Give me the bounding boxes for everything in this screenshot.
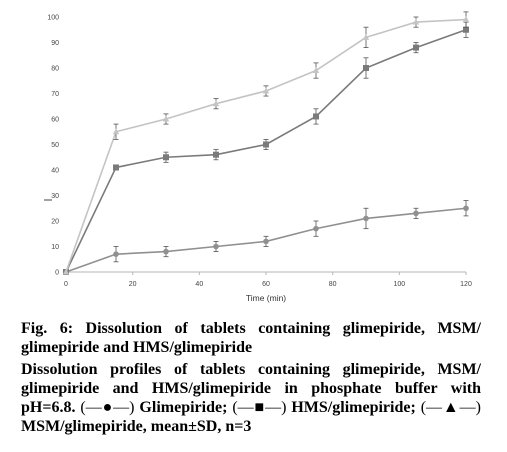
y-tick-label: 70 (51, 91, 59, 98)
glimepiride-point (363, 215, 369, 222)
x-tick-label: 0 (64, 281, 68, 288)
legend-glimepiride-symbol: (—●—) (80, 399, 135, 416)
legend-hms-symbol: (—■—) (232, 399, 287, 416)
glimepiride-point (163, 248, 169, 255)
glimepiride-point (213, 243, 219, 250)
y-tick-label: 10 (51, 244, 59, 251)
x-tick-label: 120 (460, 281, 472, 288)
glimepiride-point (263, 238, 269, 245)
hms-point (363, 65, 369, 71)
hms-point (463, 26, 469, 33)
x-tick-label: 80 (329, 281, 337, 288)
hms-line (65, 28, 467, 273)
msm-point (112, 128, 120, 135)
hms-point (213, 151, 219, 158)
y-tick-label: 30 (51, 193, 59, 200)
glimepiride-point (463, 205, 469, 212)
legend-glimepiride-label: Glimepiride; (139, 399, 228, 416)
y-tick-label: 60 (51, 117, 59, 124)
glimepiride-point (113, 251, 119, 257)
msm-point (262, 87, 270, 94)
y-tick-label: 40 (51, 168, 59, 175)
msm-point (462, 16, 470, 23)
y-tick-label: 0 (55, 270, 59, 277)
chart-axes: 0 20 40 60 80 100 120 0 10 20 30 40 50 60 70 80 90 100 (47, 15, 472, 289)
glimepiride-point (313, 225, 319, 232)
msm-point (162, 115, 170, 122)
msm-point (412, 18, 420, 25)
caption-description: Dissolution profiles of tablets containi… (21, 361, 481, 416)
msm-point (212, 100, 220, 107)
x-tick-label: 60 (262, 281, 270, 288)
x-axis-label: Time (min) (246, 293, 286, 303)
x-tick-label: 20 (129, 281, 137, 288)
hms-point (263, 141, 269, 148)
hms-point (413, 44, 419, 51)
x-tick-label: 100 (393, 281, 405, 288)
dissolution-chart: 0 20 40 60 80 100 120 0 10 20 30 40 50 60 70 80 90 100 Ti… (44, 11, 472, 303)
legend-msm-label: MSM/glimepiride, mean±SD, n=3 (21, 418, 252, 435)
legend-hms-label: HMS/glimepiride; (291, 399, 416, 416)
x-tick-label: 40 (195, 281, 203, 288)
figure-caption-body: Dissolution profiles of tablets containi… (21, 360, 481, 436)
figure-caption-title: Fig. 6: Dissolution of tablets containin… (21, 320, 481, 356)
y-tick-label: 100 (47, 15, 59, 22)
hms-point (113, 164, 119, 171)
legend-msm-symbol: (—▲—) (420, 399, 482, 416)
hms-point (163, 154, 169, 161)
hms-point (313, 113, 319, 120)
glimepiride-point (413, 210, 419, 217)
y-tick-label: 20 (51, 219, 59, 226)
msm-point (362, 33, 370, 40)
y-tick-label: 50 (51, 142, 59, 149)
y-tick-label: 90 (51, 40, 59, 47)
msm-point (62, 268, 70, 275)
y-tick-label: 80 (51, 66, 59, 73)
msm-point (312, 67, 320, 74)
chart-series (62, 11, 470, 275)
